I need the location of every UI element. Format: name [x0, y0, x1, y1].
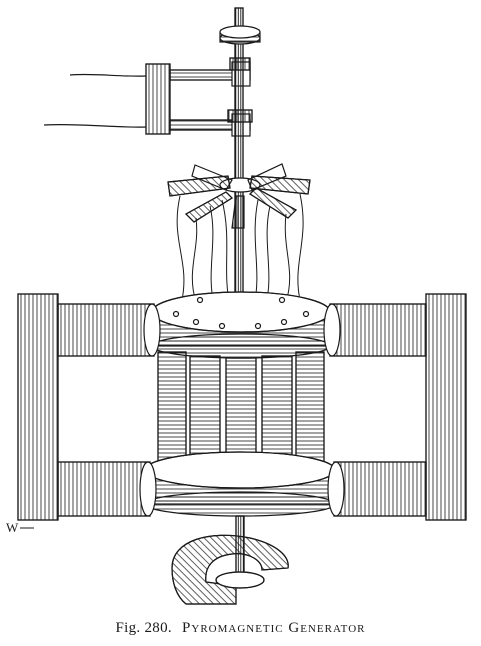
- figure-number: Fig. 280.: [115, 620, 172, 636]
- svg-text:W: W: [6, 520, 19, 535]
- lead-wires: [43, 73, 147, 128]
- spindle-shaft: [219, 7, 261, 319]
- top-plate: [151, 291, 331, 359]
- figure-title: Pyromagnetic Generator: [182, 620, 366, 636]
- brush-holder: [145, 61, 251, 137]
- engraver-mark: W: [6, 520, 34, 535]
- right-electromagnet: [323, 293, 467, 521]
- burner-base: [171, 515, 289, 605]
- engraving-illustration: W: [6, 7, 467, 605]
- bottom-plate: [144, 451, 336, 517]
- left-electromagnet: [17, 293, 161, 521]
- radial-vanes: [167, 163, 311, 229]
- figure-caption: Fig. 280. Pyromagnetic Generator: [0, 620, 481, 637]
